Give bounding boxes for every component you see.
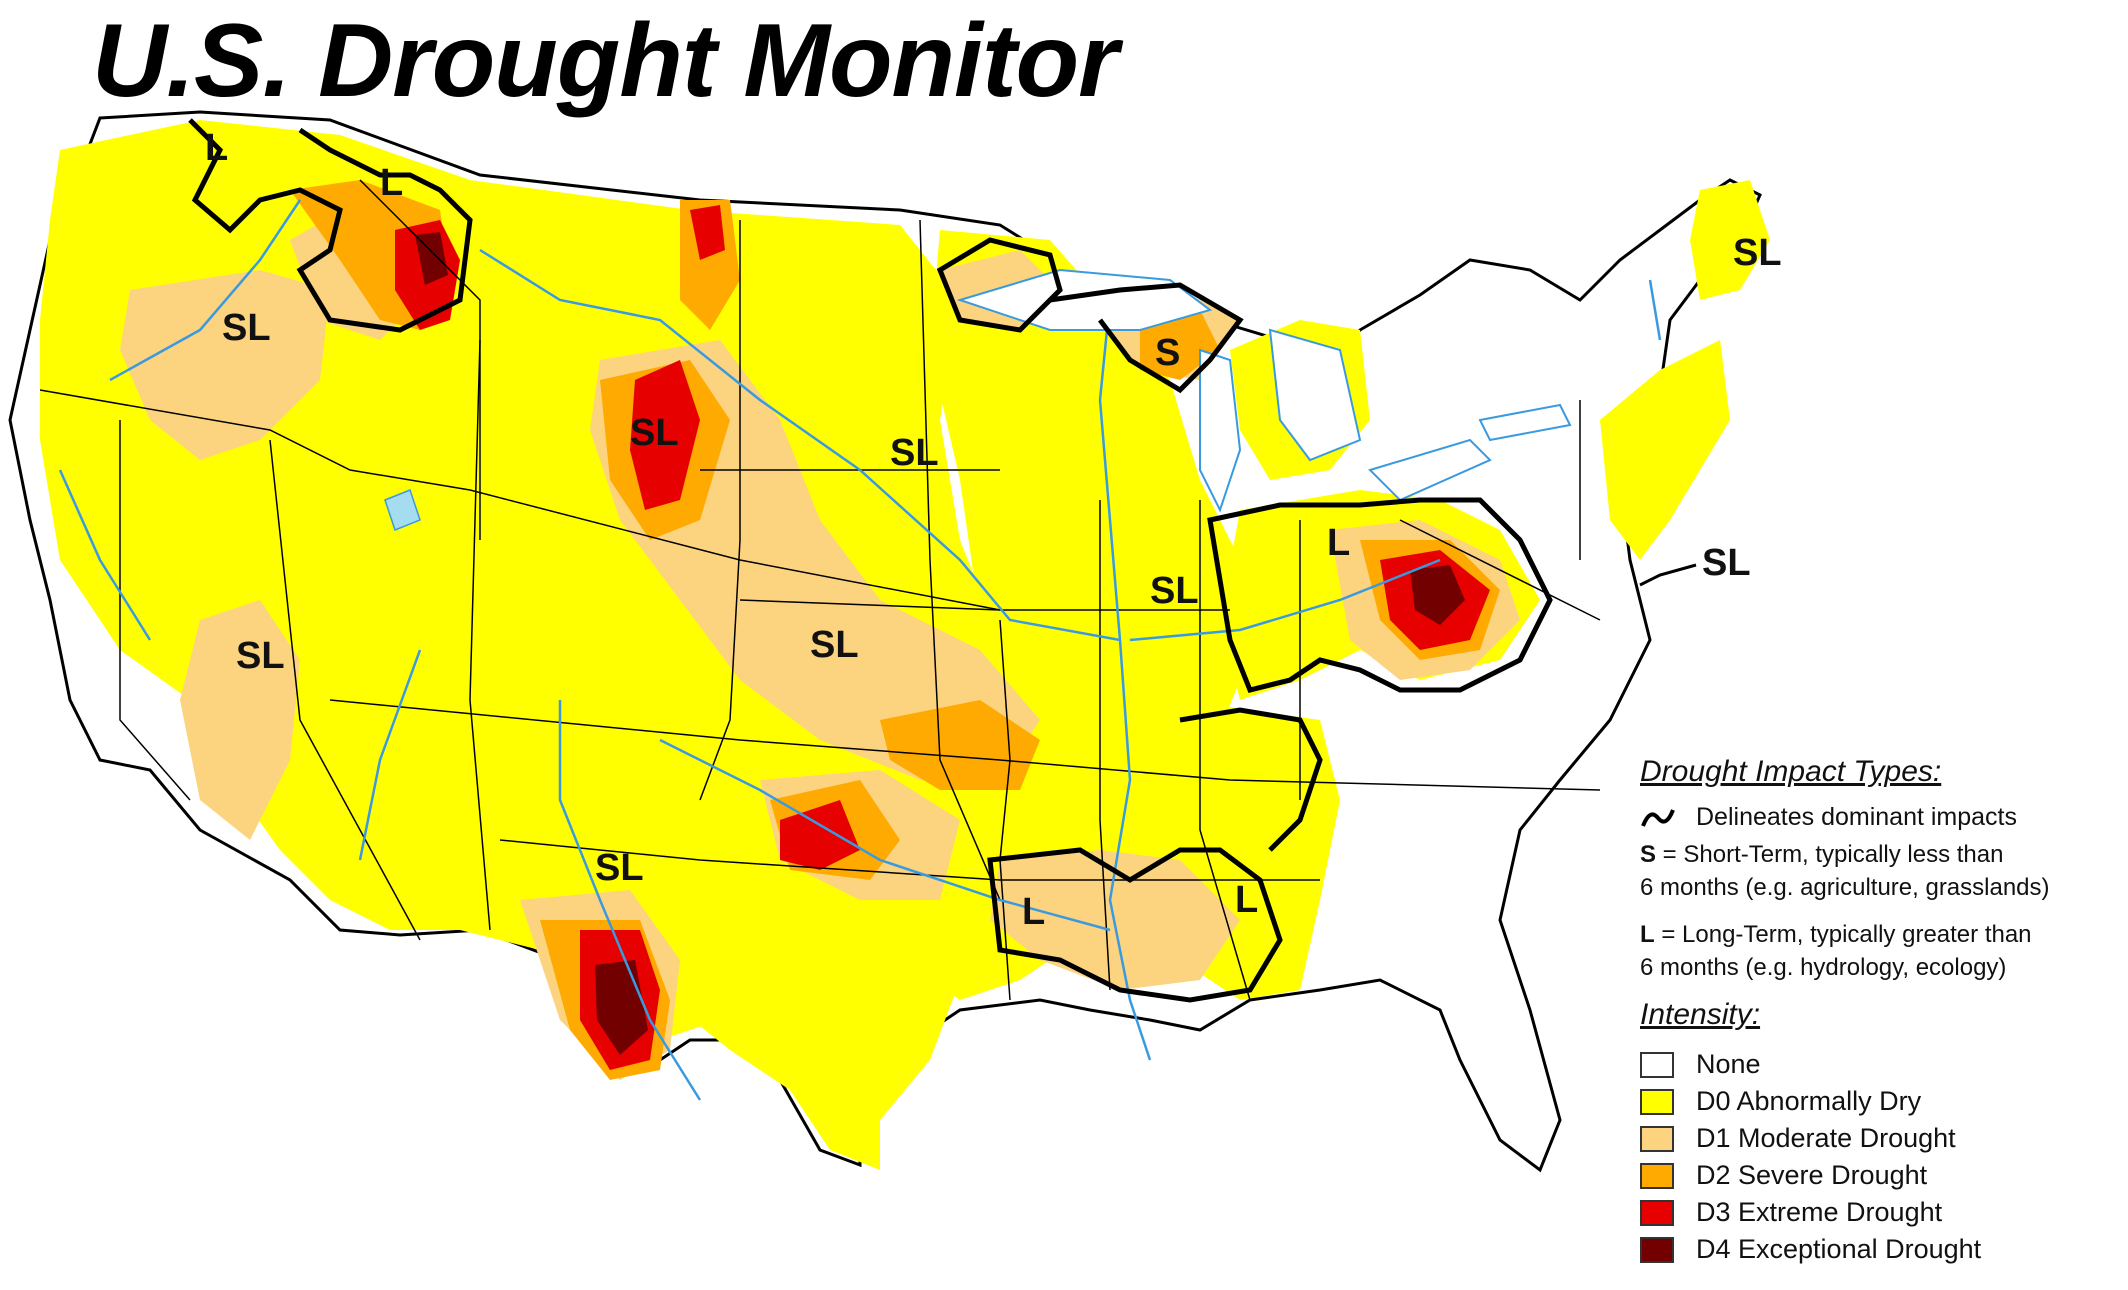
impact-label: S [1155,332,1180,374]
intensity-swatch [1640,1051,1674,1078]
delineation-line-icon [1641,808,1675,827]
intensity-heading: Intensity: [1640,998,1761,1031]
intensity-row: None [1640,1046,2120,1083]
intensity-label: D3 Extreme Drought [1696,1197,1943,1227]
impact-label: SL [1150,570,1199,612]
rivers [58,199,1662,1101]
great-lakes [956,268,1572,513]
impact-label: SL [810,624,859,666]
impact-label: L [205,127,228,169]
impact-label: SL [222,307,271,349]
short-term-code: S [1640,841,1657,868]
d3-area-okla [780,800,860,870]
impact-label: L [1327,522,1350,564]
d1-area-nevada [180,600,300,840]
intensity-swatch [1640,1162,1674,1189]
intensity-swatch [1640,1236,1674,1263]
lake-ontario [1478,403,1572,442]
intensity-label: None [1696,1049,1761,1079]
impact-label: L [1235,879,1258,921]
d3-area-wyoming [630,360,700,510]
impact-label: SL [595,847,644,889]
sl-leader-line [1639,563,1697,587]
intensity-row: D4 Exceptional Drought [1640,1231,2120,1268]
legend-short-term: S = Short-Term, typically less than 6 mo… [1640,838,2120,904]
d0-area-northeast [1600,340,1730,560]
impact-label: SL [890,432,939,474]
legend-delineates-row: Delineates dominant impacts [1640,803,2120,832]
impact-label: L [1022,891,1045,933]
intensity-label: D0 Abnormally Dry [1696,1086,1922,1116]
delineates-text: Delineates dominant impacts [1696,803,2017,831]
intensity-swatch [1640,1088,1674,1115]
intensity-list: None D0 Abnormally Dry D1 Moderate Droug… [1640,1046,2120,1268]
impact-boundaries [188,118,1553,1003]
impact-label: SL [630,412,679,454]
impact-label: SL [1702,542,1751,584]
lake-superior [956,268,1213,331]
impact-label: SL [1733,232,1782,274]
d2-area-kansas [880,700,1040,790]
great-salt-lake [384,489,421,531]
state-boundaries [39,179,1601,1001]
intensity-label: D1 Moderate Drought [1696,1123,1956,1153]
intensity-swatch [1640,1125,1674,1152]
intensity-row: D3 Extreme Drought [1640,1194,2120,1231]
impact-label: SL [236,635,285,677]
map-title: U.S. Drought Monitor [92,3,1119,119]
d0-area-texas [680,880,960,1170]
intensity-label: D4 Exceptional Drought [1696,1234,1982,1264]
lake-michigan [1199,348,1242,513]
lake-huron [1268,328,1362,462]
intensity-row: D1 Moderate Drought [1640,1120,2120,1157]
legend-long-term: L = Long-Term, typically greater than 6 … [1640,918,2120,984]
impact-label: L [380,162,403,204]
long-term-line2: 6 months (e.g. hydrology, ecology) [1640,954,2007,981]
intensity-row: D0 Abnormally Dry [1640,1083,2120,1120]
d3-area-montana [690,205,725,260]
short-term-line2: 6 months (e.g. agriculture, grasslands) [1640,874,2050,901]
lake-erie [1368,438,1492,502]
intensity-swatch [1640,1199,1674,1226]
short-term-line1: = Short-Term, typically less than [1656,841,2004,868]
impact-types-heading: Drought Impact Types: [1640,755,1942,788]
long-term-code: L [1640,921,1655,948]
intensity-label: D2 Severe Drought [1696,1160,1928,1190]
d4-area-idaho [415,232,448,285]
d0-area-maine [1690,180,1770,300]
long-term-line1: = Long-Term, typically greater than [1654,921,2032,948]
impact-labels: L L SL SL SL S SL L SL SL SL SL L L SL [205,127,1782,933]
d4-area-wv [1410,565,1465,625]
legend: Drought Impact Types: Delineates dominan… [1640,755,2120,1268]
intensity-row: D2 Severe Drought [1640,1157,2120,1194]
